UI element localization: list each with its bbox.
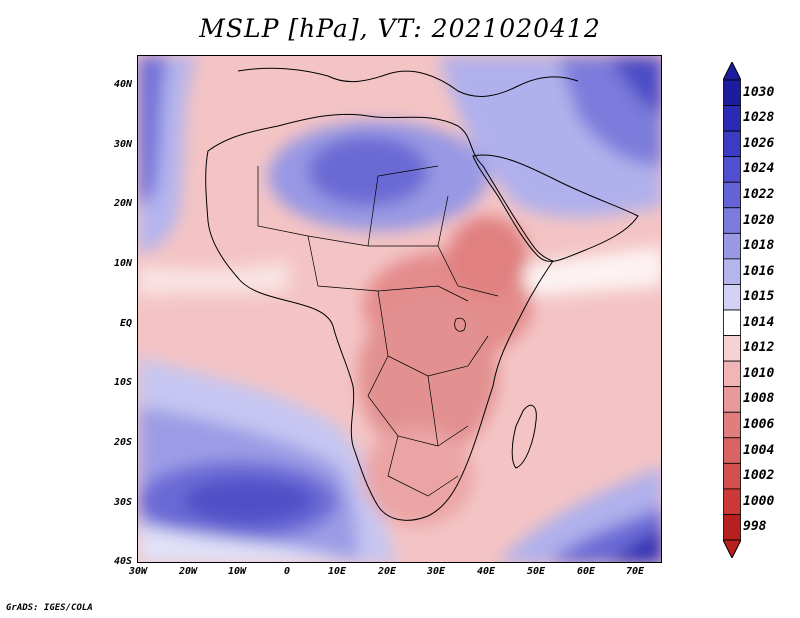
- colorbar-label: 1015: [743, 289, 775, 305]
- colorbar-label: 1030: [743, 84, 775, 100]
- colorbar-label: 1012: [743, 340, 775, 356]
- colorbar-label: 1000: [743, 493, 775, 509]
- colorbar-box: [723, 284, 741, 311]
- colorbar-box: [723, 462, 741, 490]
- colorbar-box: [723, 181, 741, 209]
- lon-label-10w: 10W: [227, 566, 247, 577]
- lon-label-10e: 10E: [327, 566, 347, 577]
- colorbar-label: 1016: [743, 263, 775, 279]
- grads-credit: GrADS: IGES/COLA: [6, 603, 93, 613]
- colorbar-box: [723, 411, 741, 439]
- lat-label-eq: EQ: [119, 318, 132, 329]
- colorbar-label: 1024: [743, 161, 775, 177]
- lon-label-60e: 60E: [576, 566, 596, 577]
- lat-label-10n: 10N: [113, 258, 132, 269]
- colorbar-box: [723, 232, 741, 260]
- lon-label-30w: 30W: [128, 566, 148, 577]
- colorbar-box: [723, 207, 741, 234]
- lon-label-0: 0: [283, 566, 291, 577]
- lat-label-20n: 20N: [113, 198, 132, 209]
- country-borders: [257, 165, 499, 497]
- lat-label-40s: 40S: [113, 556, 132, 567]
- colorbar-top-arrow: [723, 62, 741, 81]
- lat-label-30s: 30S: [113, 497, 132, 508]
- colorbar-box: [723, 309, 741, 336]
- pressure-field: [138, 56, 661, 562]
- lat-label-40n: 40N: [113, 79, 132, 90]
- colorbar-box: [723, 386, 741, 413]
- lat-label-10s: 10S: [113, 377, 132, 388]
- lon-label-20e: 20E: [377, 566, 397, 577]
- lon-label-40e: 40E: [476, 566, 496, 577]
- colorbar-box: [723, 156, 741, 183]
- colorbar-box: [723, 514, 741, 541]
- colorbar-box: [723, 437, 741, 464]
- colorbar-label: 1002: [743, 468, 775, 484]
- colorbar-label: 998: [743, 519, 767, 535]
- colorbar-label: 1010: [743, 365, 775, 381]
- colorbar-label: 1026: [743, 135, 775, 151]
- lon-label-50e: 50E: [526, 566, 546, 577]
- colorbar-label: 1004: [743, 442, 775, 458]
- arabia-coastline: [472, 154, 639, 262]
- europe-coastline: [237, 67, 579, 97]
- mslp-map: [138, 56, 661, 562]
- lon-label-20w: 20W: [178, 566, 198, 577]
- colorbar-box: [723, 335, 741, 362]
- colorbar-box: [723, 79, 741, 106]
- lon-label-30e: 30E: [426, 566, 446, 577]
- colorbar-box: [723, 258, 741, 285]
- colorbar-label: 1028: [743, 110, 775, 126]
- colorbar-label: 1008: [743, 391, 775, 407]
- colorbar-box: [723, 488, 741, 515]
- map-title: MSLP [hPa], VT: 2021020412: [199, 14, 601, 43]
- colorbar-box: [723, 360, 741, 388]
- colorbar-box: [723, 130, 741, 158]
- colorbar-label: 1006: [743, 417, 775, 432]
- colorbar-label: 1020: [743, 212, 775, 228]
- colorbar-bottom-arrow: [723, 539, 741, 558]
- colorbar-box: [723, 105, 741, 132]
- lat-label-20s: 20S: [113, 437, 132, 448]
- map-panel: [137, 55, 662, 563]
- madagascar-coastline: [511, 404, 537, 469]
- lon-label-70e: 70E: [625, 566, 645, 577]
- colorbar-label: 1018: [743, 238, 775, 254]
- africa-coastline: [205, 113, 554, 521]
- lake-victoria: [454, 317, 466, 332]
- colorbar-label: 1014: [743, 314, 775, 330]
- colorbar: [723, 62, 741, 558]
- lat-label-30n: 30N: [113, 139, 132, 150]
- colorbar-label: 1022: [743, 187, 775, 202]
